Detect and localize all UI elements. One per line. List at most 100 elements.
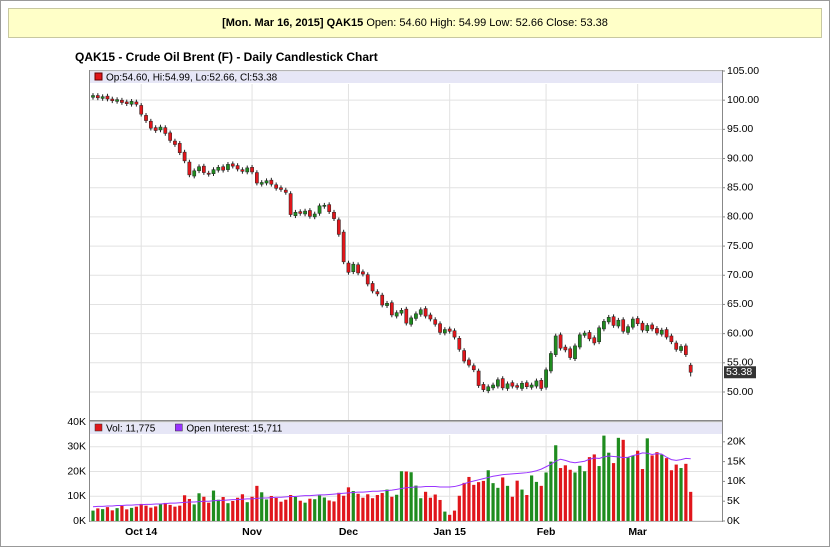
volume-bar — [395, 494, 399, 521]
volume-bar — [423, 491, 428, 521]
candle-body — [669, 335, 674, 343]
candle-body — [650, 324, 654, 330]
candle-body — [365, 274, 370, 285]
volume-bar — [587, 457, 592, 521]
volume-bar — [491, 483, 495, 521]
candle-body — [197, 166, 201, 172]
volume-bar — [448, 514, 452, 521]
volume-bar — [679, 468, 683, 521]
candle-body — [380, 294, 385, 306]
volume-bar — [202, 496, 206, 521]
y-tick-label: 95.00 — [727, 123, 753, 135]
y-tick-label: 85.00 — [727, 182, 753, 194]
candle-body — [447, 328, 452, 332]
candle-body — [216, 167, 221, 171]
volume-bar — [139, 503, 143, 521]
candle-body — [688, 364, 693, 373]
candle-body — [312, 213, 317, 218]
candle-body — [129, 101, 134, 105]
volume-bar — [645, 438, 649, 521]
candle-body — [274, 184, 279, 189]
candle-body — [293, 211, 298, 216]
volume-bar — [583, 471, 587, 521]
volume-bar — [154, 506, 158, 521]
volume-bar — [337, 492, 341, 521]
volume-bar — [289, 495, 293, 521]
candle-body — [433, 319, 438, 325]
legend-swatch — [175, 423, 183, 432]
y-tick-label: 65.00 — [727, 298, 753, 310]
volume-bar — [640, 469, 645, 521]
candle-body — [664, 329, 669, 338]
volume-bar — [168, 504, 172, 521]
candle-body — [173, 140, 177, 145]
legend-label: Open Interest: 15,711 — [186, 424, 282, 435]
volume-bar — [366, 494, 370, 521]
candle-body — [659, 329, 664, 335]
volume-bar — [264, 499, 269, 521]
candle-body — [510, 382, 515, 387]
volume-bar — [684, 463, 688, 521]
volume-bar — [279, 501, 283, 521]
candle-body — [553, 335, 558, 355]
candle-body — [568, 348, 573, 358]
volume-bar — [607, 452, 611, 521]
candle-body — [153, 127, 158, 131]
volume-bar — [313, 499, 317, 521]
candle-body — [250, 167, 254, 173]
volume-bar — [534, 481, 539, 521]
volume-bar — [669, 470, 673, 521]
candle-body — [602, 321, 606, 330]
volume-bar — [322, 497, 326, 521]
volume-bar — [664, 458, 669, 521]
candle-body — [592, 337, 597, 344]
last-price-label: 53.38 — [726, 366, 752, 378]
volume-bar — [134, 506, 138, 521]
y-tick-label: 70.00 — [727, 269, 753, 281]
candle-body — [187, 161, 192, 176]
volume-bar — [443, 511, 447, 521]
y-tick-label: 75.00 — [727, 240, 753, 252]
candle-body — [558, 334, 563, 349]
volume-bar — [346, 487, 351, 521]
volume-bar — [501, 477, 505, 521]
volume-bar — [125, 509, 129, 521]
volume-bar — [399, 471, 404, 521]
volume-bar — [520, 489, 524, 521]
volume-bar — [380, 493, 384, 521]
volume-bar — [110, 510, 114, 521]
candle-body — [144, 115, 148, 121]
volume-bar — [221, 496, 225, 521]
candle-body — [332, 211, 336, 219]
y2-tick-label: 10K — [727, 475, 746, 487]
volume-bar — [250, 496, 254, 521]
volume-bar — [655, 452, 659, 521]
candle-body — [303, 210, 307, 215]
candle-body — [481, 384, 486, 390]
candle-body — [674, 342, 679, 350]
candle-body — [409, 317, 413, 325]
volume-bar — [317, 495, 322, 521]
candle-body — [317, 205, 322, 214]
header-label: [Mon. Mar 16, 2015] QAK15 — [222, 17, 363, 29]
volume-bar — [269, 496, 273, 521]
candle-body — [308, 210, 312, 217]
volume-bar — [525, 495, 529, 521]
volume-bar — [120, 505, 124, 521]
volume-bar — [496, 487, 500, 521]
volume-bar — [211, 490, 216, 521]
candle-body — [283, 189, 288, 193]
volume-bar — [457, 495, 461, 521]
candle-body — [389, 302, 394, 316]
price-panel — [89, 70, 723, 421]
y2-tick-label: 20K — [727, 436, 746, 448]
candle-body — [202, 165, 206, 173]
volume-bar — [260, 492, 264, 521]
volume-bar — [231, 500, 235, 521]
volume-bar — [433, 494, 437, 521]
candle-body — [148, 120, 153, 129]
candle-body — [163, 127, 168, 134]
chart-title: QAK15 - Crude Oil Brent (F) - Daily Cand… — [75, 50, 378, 64]
candle-body — [245, 167, 250, 173]
